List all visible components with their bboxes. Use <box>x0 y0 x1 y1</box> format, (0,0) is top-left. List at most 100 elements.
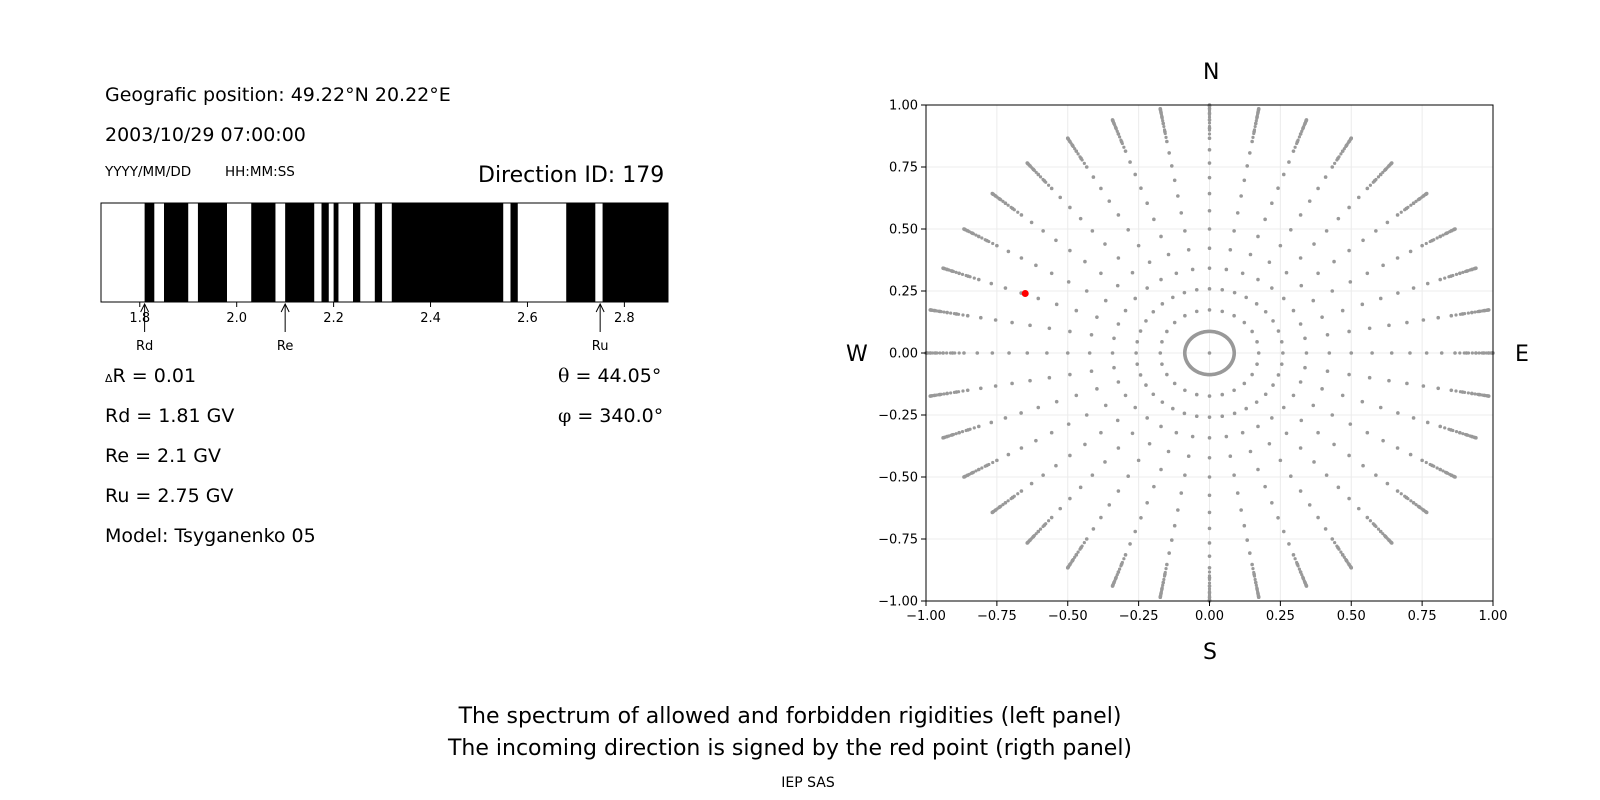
grid-point <box>1476 392 1480 396</box>
grid-point <box>1466 351 1471 355</box>
grid-point <box>1009 497 1013 501</box>
grid-point <box>1001 503 1005 507</box>
grid-point <box>1074 308 1079 313</box>
grid-point <box>1284 270 1289 275</box>
grid-point <box>972 276 976 280</box>
grid-point <box>1316 515 1320 520</box>
model-label: Model: Tsyganenko 05 <box>105 525 316 547</box>
grid-point <box>1424 351 1429 355</box>
grid-point <box>1167 551 1171 555</box>
grid-point <box>1250 139 1254 144</box>
grid-point <box>1379 529 1383 534</box>
grid-point <box>1207 132 1212 136</box>
grid-point <box>1165 139 1169 144</box>
grid-point <box>1144 383 1148 387</box>
grid-point <box>945 391 949 396</box>
grid-point <box>1172 178 1177 183</box>
grid-point <box>1454 430 1459 434</box>
grid-point <box>1164 567 1168 571</box>
grid-point <box>1034 263 1038 268</box>
x-tick-label: 0.00 <box>1195 609 1224 624</box>
grid-point <box>1295 560 1299 565</box>
incoming-direction-marker <box>1021 289 1029 297</box>
grid-point <box>1207 415 1212 419</box>
grid-point <box>1453 227 1457 231</box>
grid-point <box>1406 497 1410 501</box>
grid-point <box>1454 272 1459 276</box>
grid-point <box>1163 570 1167 575</box>
grid-point <box>1381 263 1385 268</box>
grid-point <box>1095 387 1099 391</box>
grid-point <box>1242 523 1247 528</box>
allowed-band <box>328 203 334 302</box>
grid-point <box>1207 115 1212 119</box>
grid-point <box>1068 496 1072 501</box>
grid-point <box>1207 118 1212 122</box>
marker-label: Ru <box>592 339 609 354</box>
grid-point <box>987 462 991 467</box>
grid-point <box>1029 220 1034 225</box>
grid-point <box>1025 351 1030 355</box>
grid-point <box>1207 493 1212 498</box>
grid-point <box>952 390 957 394</box>
grid-point <box>1256 424 1260 429</box>
grid-point <box>1207 227 1212 231</box>
grid-point <box>1145 500 1149 505</box>
grid-point <box>1461 432 1465 436</box>
grid-point <box>1271 319 1275 323</box>
grid-point <box>1405 381 1409 386</box>
grid-point <box>1312 242 1316 246</box>
grid-point <box>1461 270 1465 274</box>
grid-point <box>1365 515 1370 520</box>
grid-point <box>1095 315 1099 319</box>
grid-point <box>1474 266 1478 270</box>
grid-point <box>1194 392 1199 397</box>
grid-point <box>1298 256 1303 260</box>
grid-point <box>1287 542 1291 546</box>
grid-point <box>1248 151 1252 155</box>
grid-point <box>1347 205 1351 210</box>
grid-point <box>1186 454 1191 459</box>
grid-point <box>1207 554 1212 558</box>
theta-value: θ = 44.05° <box>558 365 662 387</box>
grid-point <box>1068 372 1072 377</box>
grid-point <box>1470 310 1474 315</box>
grid-point <box>1162 574 1167 578</box>
grid-point <box>1245 164 1250 168</box>
grid-point <box>1164 135 1168 139</box>
grid-point <box>1295 141 1299 146</box>
grid-point <box>1435 466 1439 470</box>
spectrum-ticks: 1.8 2.0 2.2 2.4 2.6 2.8 <box>129 302 635 326</box>
grid-point <box>1006 452 1011 457</box>
grid-point <box>1378 405 1383 410</box>
grid-point <box>1255 362 1259 366</box>
marker-label: Re <box>277 339 293 354</box>
grid-point <box>989 420 994 425</box>
grid-point <box>1253 124 1257 129</box>
grid-point <box>1163 131 1167 136</box>
grid-point <box>1454 389 1458 393</box>
grid-point <box>1078 547 1082 551</box>
grid-point <box>1122 145 1126 149</box>
grid-point <box>1194 309 1199 314</box>
grid-point <box>1428 239 1432 244</box>
grid-point <box>1239 194 1243 198</box>
grid-point <box>1289 474 1293 478</box>
grid-point <box>1462 390 1467 394</box>
grid-point <box>1123 553 1128 557</box>
delta-symbol: Δ <box>105 372 113 385</box>
grid-point <box>1182 411 1187 416</box>
grid-point <box>1257 595 1261 599</box>
grid-point <box>1476 310 1480 314</box>
grid-point <box>1207 565 1212 570</box>
grid-point <box>1339 550 1343 554</box>
grid-point <box>1116 380 1121 384</box>
grid-point <box>1270 416 1274 420</box>
grid-point <box>1151 309 1156 314</box>
grid-point <box>1409 203 1413 207</box>
grid-point <box>1115 418 1120 423</box>
grid-point <box>1316 271 1320 276</box>
grid-point <box>1232 352 1236 356</box>
grid-point <box>1332 259 1336 264</box>
grid-point <box>1145 416 1149 420</box>
